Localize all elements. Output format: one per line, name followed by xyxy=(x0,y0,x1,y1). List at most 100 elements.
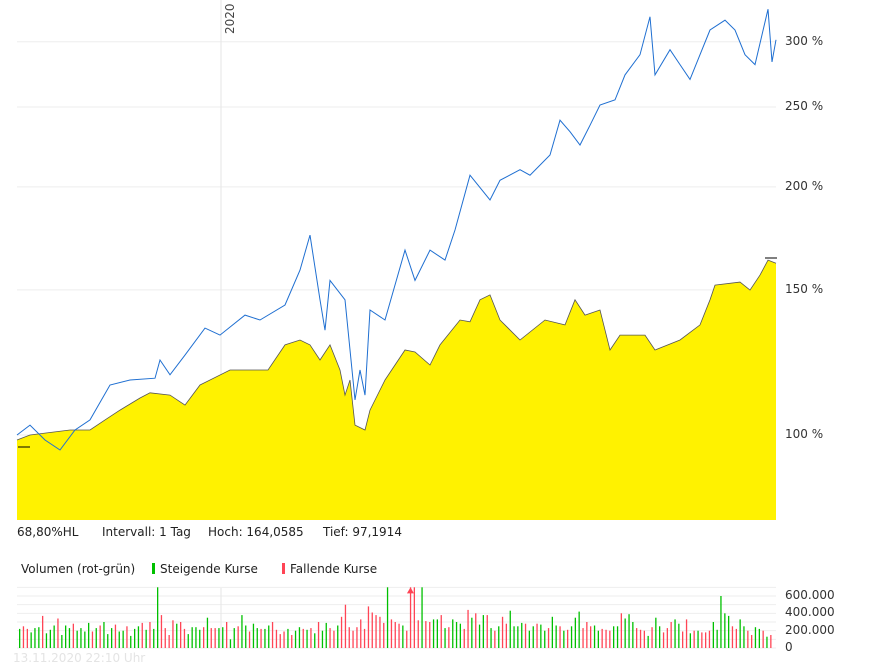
year-marker-label: 2020 xyxy=(223,3,237,34)
volume-bar xyxy=(528,630,530,648)
volume-bar xyxy=(724,613,726,648)
volume-bar xyxy=(578,611,580,648)
volume-bar xyxy=(306,629,308,648)
volume-bar xyxy=(241,615,243,648)
volume-bar xyxy=(195,627,197,648)
volume-bar xyxy=(149,622,151,648)
volume-bar xyxy=(613,626,615,648)
volume-bar xyxy=(271,622,274,648)
volume-bar xyxy=(229,639,232,648)
volume-bar xyxy=(390,619,393,648)
volume-bar xyxy=(103,622,105,648)
volume-bar xyxy=(57,618,59,648)
price-area xyxy=(17,260,776,520)
volume-bar xyxy=(647,635,649,648)
volume-bar xyxy=(329,628,331,648)
legend-up: Steigende Kurse xyxy=(152,562,258,576)
volume-bar xyxy=(84,631,86,648)
volume-bar xyxy=(697,630,699,648)
volume-bar xyxy=(452,619,454,648)
volume-bar xyxy=(245,625,247,648)
volume-bar xyxy=(314,633,316,648)
volume-bar xyxy=(597,630,599,648)
volume-bar xyxy=(337,625,339,648)
volume-bar xyxy=(222,627,224,648)
volume-bar xyxy=(689,633,691,648)
volume-bar xyxy=(620,613,622,648)
volume-bar xyxy=(107,634,109,648)
volume-bar xyxy=(762,630,764,648)
volume-bar xyxy=(53,625,55,648)
volume-bar xyxy=(302,628,304,648)
volume-bar xyxy=(187,634,189,648)
volume-bar xyxy=(712,622,714,648)
volume-bar xyxy=(639,629,642,648)
volume-bar xyxy=(145,629,147,648)
volume-bar xyxy=(586,622,588,648)
volume-bar xyxy=(111,628,113,648)
volume-bar xyxy=(624,618,626,648)
volume-bar xyxy=(130,635,132,648)
volume-bar xyxy=(413,587,415,648)
volume-bar xyxy=(398,623,400,648)
volume-bar xyxy=(467,609,469,648)
volume-bar xyxy=(513,626,515,648)
volume-bar xyxy=(157,587,159,648)
volume-bar xyxy=(498,626,500,648)
volume-bar xyxy=(153,628,155,648)
volume-bar xyxy=(91,631,94,648)
volume-bar xyxy=(655,617,657,648)
y-tick-label: 250 % xyxy=(785,98,824,113)
volume-bar xyxy=(325,622,327,648)
volume-bar xyxy=(651,627,653,648)
volume-bar xyxy=(475,613,477,648)
volume-bar xyxy=(406,630,408,648)
volume-bar xyxy=(421,587,423,648)
volume-bar xyxy=(49,629,51,648)
volume-bar xyxy=(444,628,446,648)
volume-bar xyxy=(605,629,607,648)
volume-bar xyxy=(701,632,703,648)
volume-bar xyxy=(317,622,320,648)
volume-bar xyxy=(344,604,347,648)
volume-bar xyxy=(770,635,772,648)
volume-bar xyxy=(141,622,143,648)
volume-bar xyxy=(356,627,358,648)
volume-bar xyxy=(739,619,741,648)
legend-down-swatch xyxy=(282,563,285,574)
volume-bar xyxy=(38,627,40,648)
volume-bar xyxy=(383,622,385,648)
volume-bar xyxy=(298,627,301,648)
volume-bar xyxy=(440,615,442,648)
volume-bar xyxy=(716,629,718,648)
volume-bar xyxy=(766,636,768,648)
volume-bar xyxy=(425,621,427,648)
volume-bar xyxy=(544,630,546,648)
volume-bar xyxy=(363,628,366,648)
volume-bar xyxy=(260,628,262,648)
y-tick-label: 200 % xyxy=(785,178,824,193)
volume-bar xyxy=(386,587,389,648)
timestamp-footer: 13.11.2020 22:10 Uhr xyxy=(13,651,146,665)
volume-bar xyxy=(99,625,101,648)
volume-bar xyxy=(310,628,312,648)
volume-bar xyxy=(540,624,542,648)
volume-bar xyxy=(524,623,527,648)
volume-bar xyxy=(176,623,178,648)
volume-bar xyxy=(551,616,553,648)
volume-tick-label: 200.000 xyxy=(785,622,835,637)
volume-bar xyxy=(693,630,695,648)
volume-bar xyxy=(482,615,484,648)
volume-bar xyxy=(720,596,722,648)
volume-bar xyxy=(126,626,128,648)
volume-bar xyxy=(432,619,435,648)
volume-bar xyxy=(754,627,757,648)
volume-bar xyxy=(26,628,28,648)
volume-bar xyxy=(275,629,278,648)
volume-tick-label: 600.000 xyxy=(785,588,835,602)
volume-bar xyxy=(172,620,174,648)
volume-title: Volumen (rot-grün) xyxy=(21,562,136,576)
volume-bar xyxy=(670,622,672,648)
volume-bar xyxy=(682,631,684,648)
volume-bar xyxy=(19,628,21,648)
